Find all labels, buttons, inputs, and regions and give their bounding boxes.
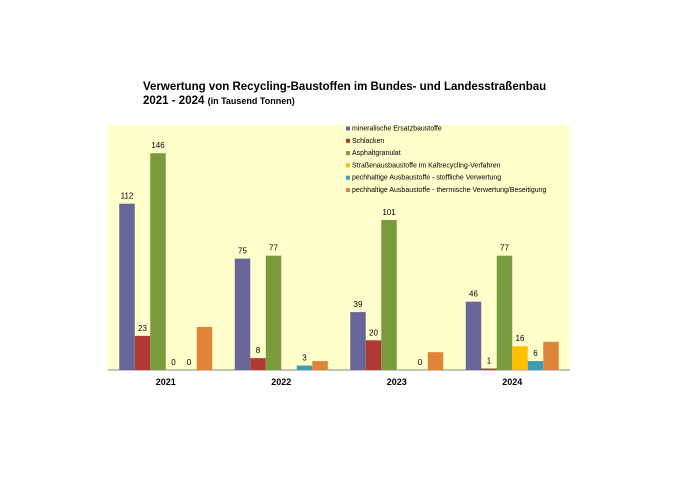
data-label: 3 <box>302 354 307 363</box>
chart-title-block: Verwertung von Recycling-Baustoffen im B… <box>143 80 546 108</box>
bar <box>265 255 282 370</box>
bar <box>496 255 513 370</box>
bar <box>543 341 559 370</box>
chart-subtitle-line: 2021 - 2024 (in Tausend Tonnen) <box>143 94 546 108</box>
legend-label: pechhaltige Ausbaustoffe - stoffliche Ve… <box>352 175 501 182</box>
chart-title: Verwertung von Recycling-Baustoffen im B… <box>143 81 547 93</box>
plot-area <box>108 125 570 370</box>
data-label: 16 <box>516 334 525 343</box>
legend-label: Asphaltgranulat <box>352 150 401 157</box>
chart-unit-note: (in Tausend Tonnen) <box>207 96 295 106</box>
data-label: 75 <box>238 247 247 256</box>
bar <box>365 340 382 370</box>
bar <box>234 258 251 370</box>
bar <box>312 361 328 370</box>
data-label: 8 <box>256 346 261 355</box>
data-label: 23 <box>138 324 147 333</box>
data-label: 46 <box>469 290 478 299</box>
data-label: 39 <box>354 300 363 309</box>
bar <box>119 203 135 370</box>
legend-swatch <box>346 188 350 192</box>
bar <box>296 365 313 370</box>
data-label: 112 <box>121 192 134 201</box>
bar <box>481 368 497 370</box>
legend-label: pechhaltige Ausbaustoffe - thermische Ve… <box>352 187 547 194</box>
x-tick-label: 2024 <box>502 377 522 387</box>
data-label: 6 <box>533 349 538 358</box>
legend-swatch <box>346 126 350 131</box>
bar <box>250 358 266 370</box>
legend-label: mineralische Ersatzbaustoffe <box>352 126 442 133</box>
legend-swatch <box>346 163 350 168</box>
data-label: 101 <box>382 208 396 217</box>
data-label: 146 <box>151 141 165 150</box>
data-label: 0 <box>171 358 176 367</box>
legend-label: Schlacken <box>352 138 384 145</box>
x-tick-label: 2023 <box>387 377 407 387</box>
chart-subtitle: 2021 - 2024 <box>143 95 205 107</box>
bar <box>196 326 213 370</box>
bar <box>134 335 151 370</box>
bar <box>150 153 166 370</box>
data-label: 77 <box>500 244 509 253</box>
bar <box>512 346 528 370</box>
x-tick-label: 2022 <box>271 377 291 387</box>
data-label: 20 <box>369 328 378 337</box>
legend-label: Straßenausbaustoffe im Kaltrecycling-Ver… <box>352 162 501 169</box>
legend-swatch <box>346 175 350 180</box>
bar <box>427 352 444 370</box>
x-tick-label: 2021 <box>156 377 176 387</box>
bar <box>381 220 397 370</box>
bar <box>527 361 544 370</box>
data-label: 0 <box>418 358 423 367</box>
bar <box>350 312 366 370</box>
data-label: 0 <box>187 358 192 367</box>
legend-swatch <box>346 138 350 143</box>
legend-swatch <box>346 151 350 156</box>
data-label: 1 <box>487 357 492 366</box>
bar <box>465 301 482 370</box>
data-label: 77 <box>269 244 278 253</box>
